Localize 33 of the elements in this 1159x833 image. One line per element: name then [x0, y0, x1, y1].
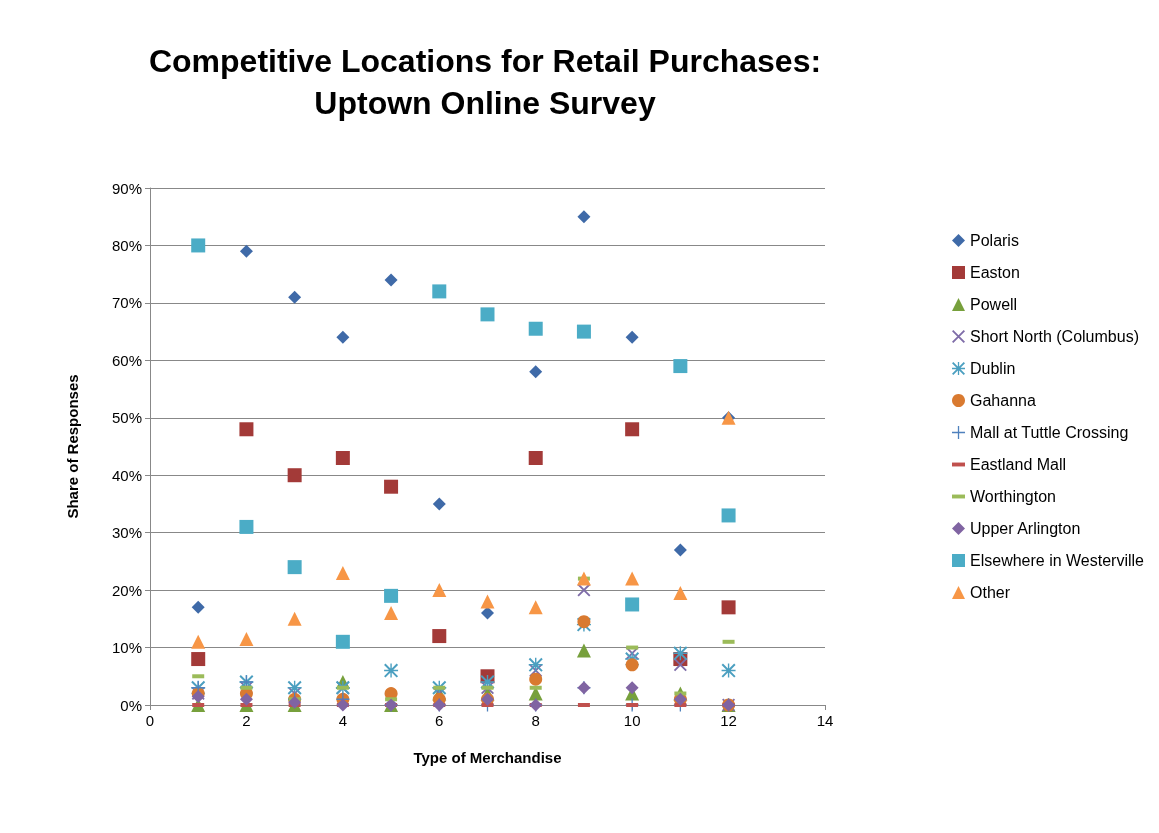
y-tick-label: 20%	[111, 581, 142, 599]
x-tick-label: 10	[623, 712, 641, 729]
legend-label: Short North (Columbus)	[970, 328, 1139, 345]
legend-label: Worthington	[970, 488, 1056, 505]
legend-label: Eastland Mall	[970, 456, 1067, 473]
y-axis-title: Share of Responses	[64, 374, 81, 519]
legend-label: Easton	[970, 264, 1020, 281]
x-tick-label: 14	[816, 712, 834, 729]
y-tick-label: 80%	[111, 236, 142, 254]
legend-label: Other	[970, 584, 1011, 601]
y-tick-label: 30%	[111, 524, 142, 542]
x-tick-label: 2	[242, 712, 251, 729]
y-tick-label: 40%	[111, 466, 142, 484]
x-tick-label: 8	[531, 712, 540, 729]
y-tick-label: 10%	[111, 639, 142, 657]
chart-title: Competitive Locations for Retail Purchases: Uptown Online Survey	[148, 43, 822, 121]
y-tick-label: 70%	[111, 294, 142, 312]
x-tick-label: 0	[145, 712, 155, 729]
y-tick-label: 50%	[111, 409, 142, 427]
y-tick-label: 90%	[111, 179, 142, 197]
x-tick-label: 6	[435, 712, 444, 729]
legend-label: Polaris	[970, 232, 1019, 249]
x-tick-label: 4	[338, 712, 348, 729]
x-axis-title: Type of Merchandise	[413, 749, 562, 766]
legend-label: Elsewhere in Westerville	[970, 552, 1145, 569]
legend-label: Mall at Tuttle Crossing	[970, 424, 1129, 441]
legend-label: Upper Arlington	[970, 520, 1081, 537]
x-tick-label: 12	[720, 712, 737, 729]
y-tick-label: 0%	[120, 696, 142, 714]
legend-label: Gahanna	[970, 392, 1036, 409]
legend-label: Powell	[970, 296, 1018, 313]
legend-label: Dublin	[970, 360, 1016, 377]
y-tick-label: 60%	[111, 351, 142, 369]
